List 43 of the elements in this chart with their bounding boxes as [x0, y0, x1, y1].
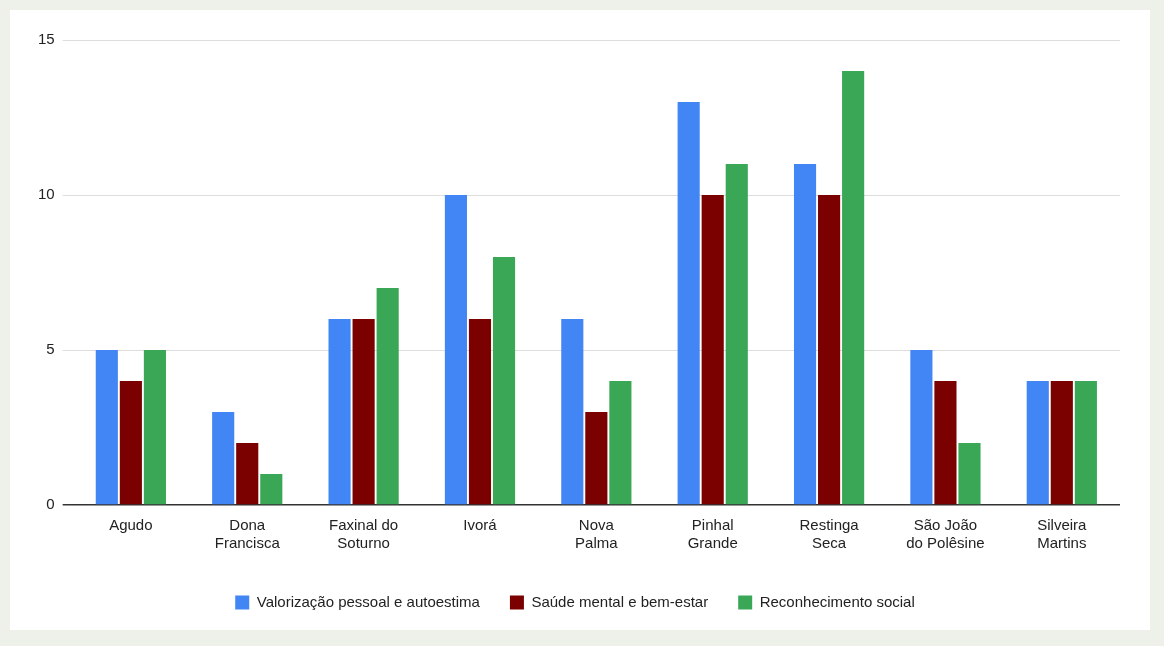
bar: [352, 319, 375, 505]
bar: [376, 288, 399, 505]
bar: [1026, 381, 1049, 505]
x-tick-label: Nova Palma: [575, 516, 619, 552]
bar: [561, 319, 584, 505]
x-tick-label: São João do Polêsine: [906, 516, 985, 552]
bar: [910, 350, 933, 505]
x-tick-label: Ivorá: [463, 516, 498, 534]
bar: [793, 164, 817, 505]
bar: [677, 102, 700, 505]
bar: [842, 71, 865, 505]
bar: [1074, 381, 1097, 505]
bar: [725, 164, 748, 505]
bar: [585, 412, 608, 505]
y-tick-label: 0: [46, 495, 55, 513]
x-tick-label: Dona Francisca: [214, 516, 281, 552]
bar: [444, 195, 467, 505]
bar: [212, 412, 235, 505]
bar: [934, 381, 957, 505]
x-tick-label: Silveira Martins: [1037, 516, 1088, 552]
y-tick-label: 10: [38, 185, 55, 203]
x-tick-label: Faxinal do Soturno: [329, 516, 399, 552]
y-tick-label: 15: [38, 30, 55, 48]
bar: [818, 195, 841, 505]
bar: [260, 474, 283, 505]
y-tick-label: 5: [46, 340, 55, 358]
bar: [1050, 381, 1073, 505]
bar: [119, 381, 142, 505]
bar: [609, 381, 632, 505]
x-tick-label: Restinga Seca: [799, 516, 860, 552]
x-tick-label: Agudo: [109, 516, 153, 534]
bar: [95, 350, 118, 505]
bar: [701, 195, 724, 505]
bar: [958, 443, 981, 505]
x-tick-label: Pinhal Grande: [687, 516, 738, 552]
bar: [328, 319, 351, 505]
legend-label: Reconhecimento social: [759, 592, 915, 610]
bar: [236, 443, 259, 505]
bar: [143, 350, 166, 505]
legend-label: Saúde mental e bem-estar: [531, 592, 709, 610]
bar: [468, 319, 492, 505]
legend-label: Valorização pessoal e autoestima: [256, 592, 481, 610]
bar: [492, 257, 516, 505]
